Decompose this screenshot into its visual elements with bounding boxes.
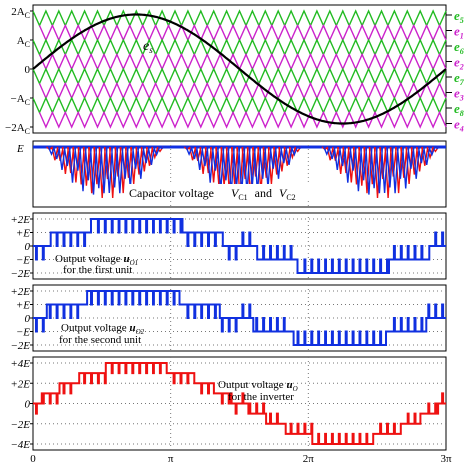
output-voltage-uo2-trace <box>33 290 446 346</box>
panel-carriers-y-axis: 2AC AC 0 −AC −2AC <box>5 6 33 136</box>
y-tick: −4E <box>10 439 30 451</box>
y-tick: 0 <box>25 399 31 411</box>
x-tick-2pi: 2π <box>303 453 315 465</box>
capacitor-label: Capacitor voltage VC1 and VC2 <box>129 186 296 203</box>
x-tick-3pi: 3π <box>440 453 452 465</box>
x-axis: 0 π 2π 3π <box>30 453 452 465</box>
y-tick: −E <box>16 327 30 339</box>
unit1-label-line2: for the first unit <box>63 264 132 276</box>
panel-carriers-y-tick: −AC <box>11 93 31 107</box>
inverter-label-line2: for the inverter <box>228 391 294 403</box>
panel-carriers-y-tick: AC <box>17 35 30 49</box>
unit2-label-line2: for the second unit <box>59 334 141 346</box>
panel-capacitor-frame <box>32 140 447 208</box>
panel-capacitor: E Capacitor voltage VC1 and VC2 <box>16 140 447 208</box>
panel-unit2: +2E +E0 −E−2E Output voltage uO2 for the s… <box>10 284 447 352</box>
capacitor-voltage-traces <box>33 141 446 207</box>
inverter-label-line1: Output voltage uO <box>218 379 298 393</box>
panel-carriers-y-tick: 0 <box>25 64 31 76</box>
capacitor-ripple-blue <box>323 146 441 195</box>
y-tick: −2E <box>10 268 30 280</box>
capacitor-label-bg <box>125 184 350 201</box>
panel-unit1-y-axis: +2E +E0 −E−2E <box>10 214 33 280</box>
x-tick-0: 0 <box>30 453 36 465</box>
modulating-wave-es <box>32 13 447 125</box>
capacitor-ripple-blue <box>47 146 166 195</box>
carrier-label: e6 <box>454 39 464 56</box>
panel-carriers-y-tick: −2AC <box>5 122 30 136</box>
y-tick: +2E <box>10 214 30 226</box>
y-tick: +2E <box>10 286 30 298</box>
carrier-label: e1 <box>454 24 464 41</box>
carrier-wave <box>38 110 447 129</box>
panel-carriers-y-tick: 2AC <box>11 6 30 20</box>
carrier-label: e5 <box>454 8 464 25</box>
carrier-label: e2 <box>454 55 464 72</box>
carrier-label: e3 <box>454 86 464 103</box>
output-voltage-uo1-trace <box>33 218 446 274</box>
y-tick: +E <box>16 300 30 312</box>
carrier-wave <box>32 67 447 86</box>
unit2-label-line1: Output voltage uO2 <box>61 322 145 336</box>
panel-inverter: +4E +2E 0 −2E −4E Output voltage uO for the … <box>10 356 447 451</box>
panel-capacitor-y-tick: E <box>16 143 24 155</box>
y-tick: 0 <box>25 241 31 253</box>
y-tick: 0 <box>25 313 31 325</box>
carrier-waves <box>32 9 447 129</box>
carrier-label: e4 <box>454 117 464 134</box>
y-tick: +2E <box>10 378 30 390</box>
carrier-wave <box>32 96 447 115</box>
y-tick: −2E <box>10 340 30 352</box>
panel-unit2-y-axis: +2E +E0 −E−2E <box>10 286 33 352</box>
carrier-label: e8 <box>454 101 464 118</box>
carrier-wave <box>38 52 447 71</box>
carrier-label: e7 <box>454 70 465 87</box>
carrier-wave <box>32 9 447 28</box>
unit1-label-line1: Output voltage uO1 <box>55 253 138 267</box>
carrier-wave <box>38 81 447 100</box>
panel-unit1: +2E +E0 −E−2E Output voltage uO1 for the f… <box>10 212 447 280</box>
curve-label-es: es <box>143 39 153 55</box>
panel-inverter-grid <box>33 357 446 450</box>
carrier-wave <box>32 38 447 57</box>
y-tick: +4E <box>10 358 30 370</box>
panel-inverter-y-axis: +4E +2E 0 −2E −4E <box>10 358 33 451</box>
y-tick: −E <box>16 255 30 267</box>
y-tick: −2E <box>10 419 30 431</box>
y-tick: +E <box>16 228 30 240</box>
x-tick-pi: π <box>168 453 174 465</box>
output-voltage-uo-trace <box>33 362 446 445</box>
carrier-wave <box>38 23 447 42</box>
